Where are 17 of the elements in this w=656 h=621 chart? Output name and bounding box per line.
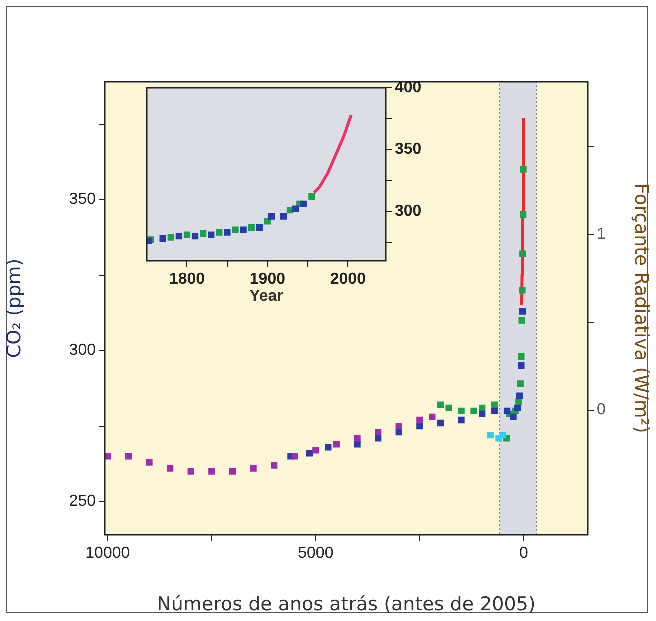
x-axis-title: Números de anos atrás (antes de 2005) (157, 594, 536, 616)
y-tick-label: 250 (69, 493, 96, 510)
y-axis-title: CO₂ (ppm) (3, 258, 26, 358)
x-tick-label: 10000 (86, 545, 130, 562)
x-tick-label: 1900 (250, 271, 286, 288)
x-tick-label: 0 (519, 545, 528, 562)
y2-tick-label: 350 (395, 141, 422, 158)
y2-tick-label: 300 (395, 202, 422, 220)
y-tick-label: 350 (69, 191, 96, 208)
x-tick-label: 1800 (169, 271, 206, 288)
y2-tick-label: 1 (597, 226, 606, 244)
y2-axis-title: Forçante Radiativa (W/m²) (630, 184, 653, 434)
x-axis-title: Year (250, 288, 284, 305)
y2-tick-label: 0 (597, 402, 606, 419)
x-tick-label: 2000 (330, 271, 366, 288)
y-tick-label: 300 (69, 342, 96, 360)
x-tick-label: 5000 (298, 545, 334, 562)
